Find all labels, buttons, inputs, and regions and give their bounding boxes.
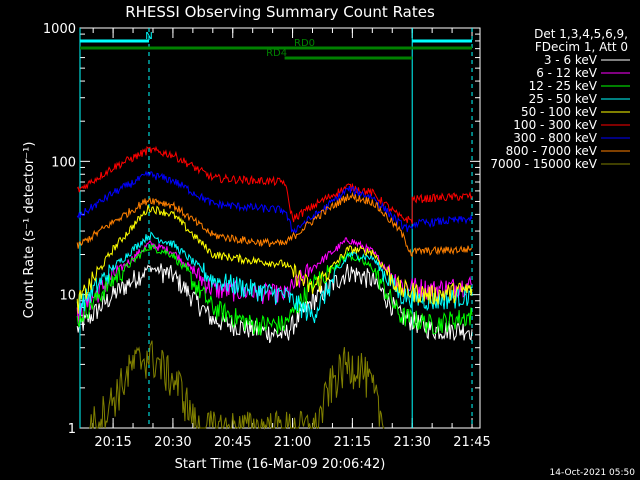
x-tick-label: 21:15: [334, 435, 371, 450]
footer-date: 14-Oct-2021 05:50: [550, 468, 636, 478]
status-bar-label: RD0: [294, 38, 315, 49]
x-tick-label: 20:15: [94, 435, 131, 450]
series-line-7: [76, 191, 473, 258]
series-line-6: [76, 170, 473, 235]
legend-entry-label: 300 - 800 keV: [513, 131, 597, 145]
x-tick-label: 20:45: [214, 435, 251, 450]
legend-entry-label: 25 - 50 keV: [529, 92, 598, 106]
x-tick-label: 20:30: [154, 435, 191, 450]
plot-area: N RD0 RD4: [76, 28, 473, 430]
series-line-2: [76, 243, 473, 336]
y-tick-label: 100: [51, 155, 76, 170]
series-line-4: [76, 205, 473, 314]
legend-header: Det 1,3,4,5,6,9,: [534, 27, 628, 41]
y-tick-label: 1: [68, 422, 76, 437]
x-tick-label: 21:00: [274, 435, 311, 450]
x-tick-label: 21:30: [393, 435, 430, 450]
x-axis-label: Start Time (16-Mar-09 20:06:42): [175, 457, 386, 472]
y-tick-label: 1000: [43, 22, 76, 37]
status-bar-label: RD4: [266, 48, 287, 59]
legend-entry-label: 7000 - 15000 keV: [490, 157, 597, 171]
status-bar-label: N: [145, 31, 152, 42]
plot-axes: 1 10 100 1000 20:15 20:30 20:45 21:00 21:15 21:30…: [43, 22, 491, 450]
legend-entry-label: 800 - 7000 keV: [506, 144, 598, 158]
series-line-3: [76, 231, 473, 324]
legend-entry-label: 50 - 100 keV: [521, 105, 598, 119]
y-tick-label: 10: [59, 289, 76, 304]
x-tick-label: 21:45: [453, 435, 490, 450]
series-line-5: [76, 145, 473, 225]
series-line-8: [89, 340, 385, 430]
legend-entry-label: 3 - 6 keV: [544, 53, 598, 67]
legend-entry-label: 100 - 300 keV: [513, 118, 597, 132]
legend-entry-label: 6 - 12 keV: [536, 66, 598, 80]
chart-title: RHESSI Observing Summary Count Rates: [125, 3, 435, 21]
legend: Det 1,3,4,5,6,9,FDecim 1, Att 03 - 6 keV…: [490, 27, 630, 171]
legend-entry-label: 12 - 25 keV: [529, 79, 598, 93]
legend-header: FDecim 1, Att 0: [535, 40, 628, 54]
y-axis-label: Count Rate (s⁻¹ detector⁻¹): [22, 142, 37, 319]
